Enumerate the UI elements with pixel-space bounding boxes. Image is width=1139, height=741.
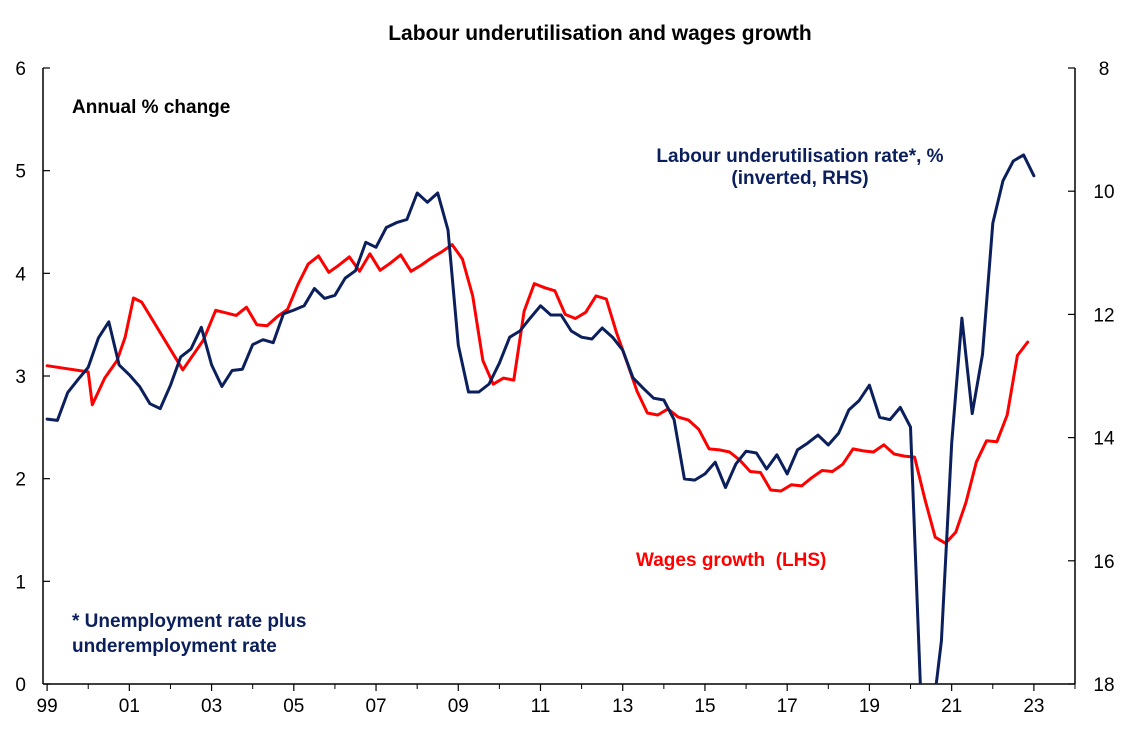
x-tick-label: 13: [612, 696, 633, 717]
footnote-line-2: underemployment rate: [72, 636, 277, 657]
y-left-tick-label: 6: [15, 59, 26, 80]
x-tick-label: 19: [859, 696, 880, 717]
x-tick-label: 01: [119, 696, 140, 717]
wages-growth-line: [45, 243, 1030, 545]
x-tick-label: 17: [777, 696, 798, 717]
x-tick-label: 09: [448, 696, 469, 717]
x-tick-label: 03: [201, 696, 222, 717]
x-tick-label: 15: [694, 696, 715, 717]
y-left-tick-label: 5: [15, 162, 26, 183]
y-left-tick-label: 3: [15, 367, 26, 388]
y-left-tick-label: 0: [15, 675, 26, 696]
legend-underutilisation: Labour underutilisation rate*, % (invert…: [656, 146, 944, 189]
underutilisation-line: [45, 153, 1036, 684]
y-right-tick-label: 8: [1099, 59, 1110, 80]
x-tick-label: 21: [941, 696, 962, 717]
y-left-tick-label: 4: [15, 264, 26, 285]
x-tick-label: 07: [365, 696, 386, 717]
y-right-tick-label: 16: [1093, 552, 1114, 573]
subtitle: Annual % change: [72, 97, 231, 118]
x-tick-label: 23: [1023, 696, 1044, 717]
x-tick-label: 99: [37, 696, 58, 717]
x-tick-label: 05: [283, 696, 304, 717]
footnote-line-1: * Unemployment rate plus: [72, 611, 307, 632]
y-right-tick-label: 14: [1093, 429, 1115, 450]
y-right-tick-label: 18: [1093, 675, 1114, 696]
chart-title: Labour underutilisation and wages growth: [388, 22, 812, 45]
y-left-tick-label: 1: [15, 572, 26, 593]
legend-wages: Wages growth (LHS): [636, 550, 827, 571]
y-left-tick-label: 2: [15, 470, 26, 491]
y-right-tick-label: 12: [1093, 305, 1114, 326]
x-tick-label: 11: [531, 696, 551, 717]
y-right-tick-label: 10: [1093, 182, 1114, 203]
